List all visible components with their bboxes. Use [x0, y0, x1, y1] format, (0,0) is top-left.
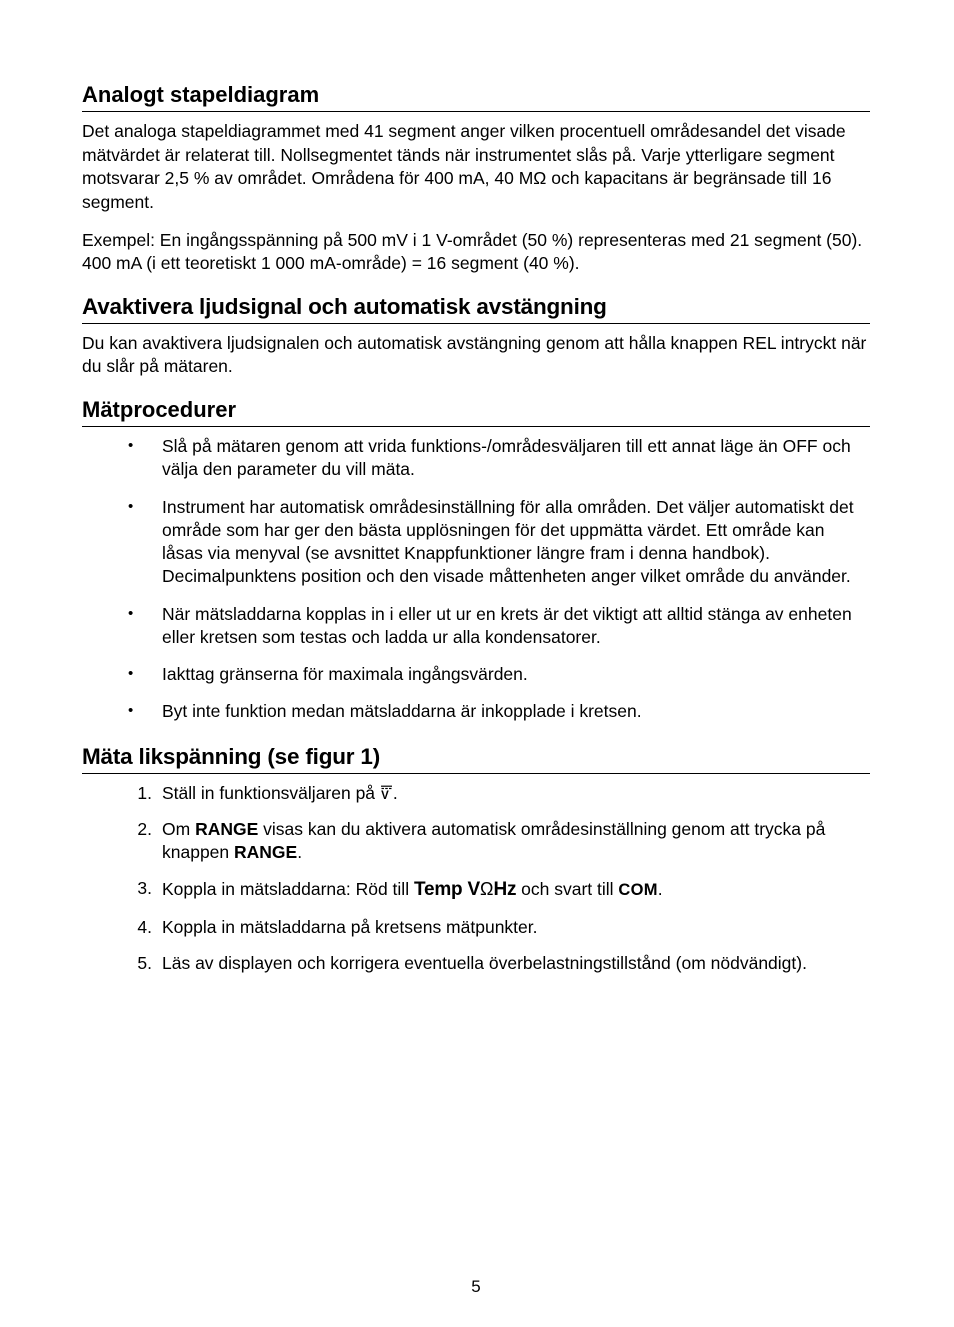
svg-text:V: V [381, 790, 389, 800]
list-item: Koppla in mätsladdarna: Röd till Temp VΩ… [162, 877, 870, 902]
dc-voltage-steps: Ställ in funktionsväljaren på V. Om RANG… [82, 782, 870, 976]
para-analog-2: Exempel: En ingångsspänning på 500 mV i … [82, 229, 870, 276]
list-item: Iakttag gränserna för maximala ingångsvä… [162, 663, 870, 686]
text: Om [162, 819, 195, 839]
para-analog-1: Det analoga stapeldiagrammet med 41 segm… [82, 120, 870, 215]
rule [82, 323, 870, 324]
rule [82, 773, 870, 774]
label-range: RANGE [234, 842, 297, 862]
list-item: När mätsladdarna kopplas in i eller ut u… [162, 603, 870, 650]
rule [82, 426, 870, 427]
list-item: Om RANGE visas kan du aktivera automatis… [162, 818, 870, 865]
text: . [297, 842, 302, 862]
list-item: Byt inte funktion medan mätsladdarna är … [162, 700, 870, 723]
heading-procedures: Mätprocedurer [82, 397, 870, 423]
label-hz: Hz [493, 879, 516, 900]
ohm-symbol: Ω [480, 879, 493, 899]
label-temp-v: Temp V [414, 879, 480, 900]
page: Analogt stapeldiagram Det analoga stapel… [82, 82, 870, 1327]
text: och svart till [516, 879, 618, 899]
text: Ställ in funktionsväljaren på [162, 783, 380, 803]
page-number: 5 [82, 1277, 870, 1297]
label-range: RANGE [195, 819, 258, 839]
heading-disable-beeper: Avaktivera ljudsignal och automatisk avs… [82, 294, 870, 320]
text: Koppla in mätsladdarna: Röd till [162, 879, 414, 899]
para-disable-1: Du kan avaktivera ljudsignalen och autom… [82, 332, 870, 379]
dc-voltage-icon: V [380, 785, 393, 800]
text: . [658, 879, 663, 899]
list-item: Slå på mätaren genom att vrida funktions… [162, 435, 870, 482]
list-item: Ställ in funktionsväljaren på V. [162, 782, 870, 805]
rule [82, 111, 870, 112]
list-item: Instrument har automatisk områdesinställ… [162, 496, 870, 589]
heading-analog-bargraph: Analogt stapeldiagram [82, 82, 870, 108]
list-item: Koppla in mätsladdarna på kretsens mätpu… [162, 916, 870, 939]
list-item: Läs av displayen och korrigera eventuell… [162, 952, 870, 975]
label-com: COM [618, 881, 657, 899]
procedure-list: Slå på mätaren genom att vrida funktions… [82, 435, 870, 724]
text: . [393, 783, 398, 803]
heading-dc-voltage: Mäta likspänning (se figur 1) [82, 744, 870, 770]
